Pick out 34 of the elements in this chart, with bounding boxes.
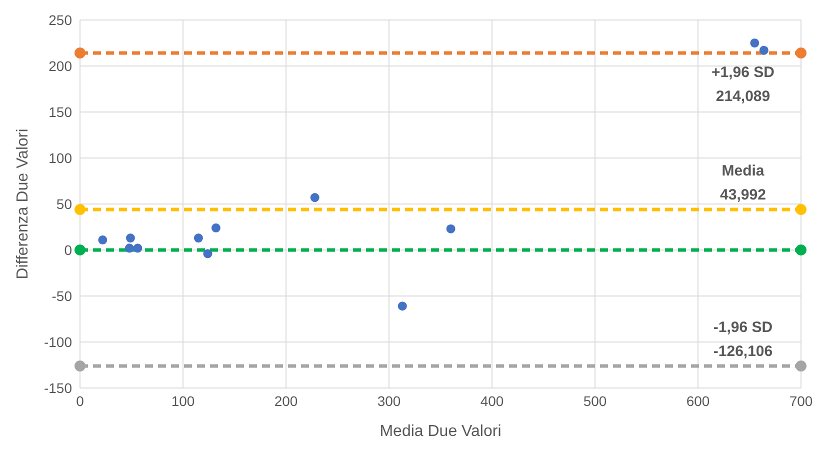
point — [98, 235, 108, 244]
x-tick-label: 0 — [76, 392, 84, 409]
y-tick-label: -100 — [44, 334, 72, 350]
x-axis-title: Media Due Valori — [380, 423, 502, 440]
point — [126, 234, 135, 243]
point — [398, 302, 407, 311]
point — [759, 46, 768, 55]
point — [203, 249, 212, 258]
y-axis-title: Differenza Due Valori — [14, 128, 32, 280]
ref-line-label: -1,96 SD -126,106 — [713, 319, 773, 360]
x-tick-label: 400 — [480, 392, 504, 409]
y-tick-label: 100 — [48, 150, 72, 166]
point — [211, 223, 220, 232]
y-tick-label: 250 — [48, 12, 72, 28]
point — [133, 244, 142, 253]
y-tick-label: 0 — [64, 242, 72, 258]
y-tick-label: 50 — [56, 196, 72, 212]
x-tick-label: 600 — [686, 392, 710, 409]
x-tick-label: 700 — [789, 392, 813, 409]
y-tick-label: 150 — [48, 104, 72, 120]
point — [310, 193, 320, 202]
point — [750, 38, 760, 48]
point — [446, 224, 456, 234]
y-tick-label: 200 — [48, 58, 72, 74]
x-tick-label: 500 — [583, 392, 607, 409]
x-tick-label: 100 — [171, 392, 195, 409]
y-tick-label: -150 — [44, 380, 72, 396]
y-tick-label: -50 — [52, 288, 72, 304]
x-tick-label: 300 — [377, 392, 401, 409]
ref-line-label: +1,96 SD 214,089 — [712, 64, 775, 106]
point — [124, 244, 134, 253]
ref-line-label: Media 43,992 — [720, 162, 766, 204]
point — [194, 234, 203, 243]
x-tick-label: 200 — [274, 392, 298, 409]
